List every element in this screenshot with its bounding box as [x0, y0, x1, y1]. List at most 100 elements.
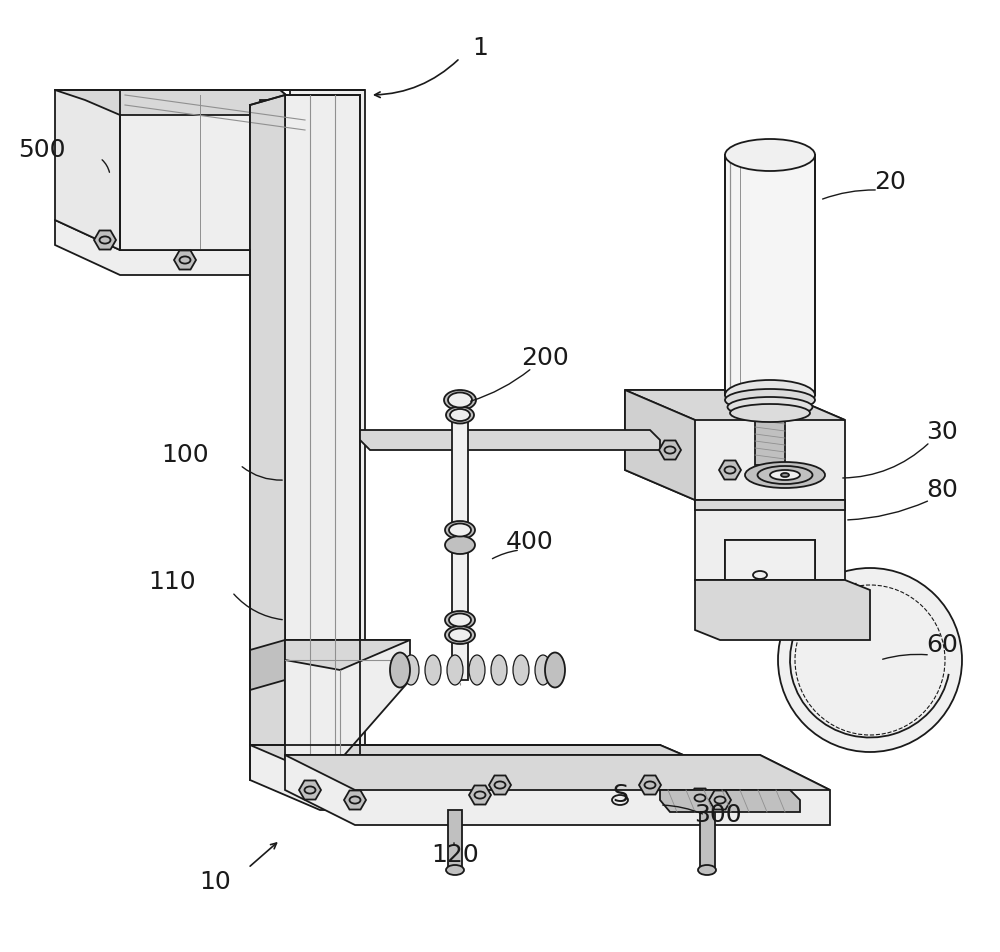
Text: 1: 1 — [472, 36, 488, 60]
Polygon shape — [725, 155, 815, 395]
Polygon shape — [250, 640, 285, 690]
Ellipse shape — [445, 626, 475, 644]
Polygon shape — [55, 220, 310, 275]
Text: S: S — [612, 783, 628, 807]
Ellipse shape — [304, 786, 316, 794]
Polygon shape — [55, 90, 310, 115]
Ellipse shape — [664, 446, 676, 453]
Ellipse shape — [494, 782, 506, 788]
Ellipse shape — [730, 404, 810, 422]
Ellipse shape — [753, 571, 767, 579]
Ellipse shape — [446, 407, 474, 424]
Polygon shape — [695, 500, 845, 510]
Ellipse shape — [100, 236, 110, 244]
Polygon shape — [639, 776, 661, 795]
Ellipse shape — [644, 782, 656, 788]
Polygon shape — [120, 90, 310, 250]
Polygon shape — [290, 90, 365, 760]
Ellipse shape — [513, 655, 529, 685]
Polygon shape — [285, 755, 830, 825]
Polygon shape — [755, 415, 785, 465]
Polygon shape — [625, 390, 695, 500]
Polygon shape — [625, 390, 845, 420]
Ellipse shape — [745, 462, 825, 488]
Text: 400: 400 — [506, 530, 554, 554]
Polygon shape — [174, 250, 196, 269]
Ellipse shape — [350, 797, 360, 803]
Polygon shape — [695, 580, 870, 640]
Text: 500: 500 — [18, 138, 66, 162]
Polygon shape — [260, 100, 290, 760]
Text: 200: 200 — [521, 346, 569, 370]
Polygon shape — [55, 220, 310, 250]
Ellipse shape — [403, 655, 419, 685]
Polygon shape — [55, 90, 120, 250]
Polygon shape — [285, 640, 410, 670]
Polygon shape — [344, 790, 366, 809]
Ellipse shape — [390, 652, 410, 687]
Ellipse shape — [781, 473, 789, 477]
Polygon shape — [709, 790, 731, 809]
Ellipse shape — [545, 652, 565, 687]
Polygon shape — [689, 788, 711, 807]
Ellipse shape — [445, 521, 475, 539]
Polygon shape — [250, 745, 730, 775]
Text: 80: 80 — [926, 478, 958, 502]
Ellipse shape — [447, 655, 463, 685]
Polygon shape — [285, 755, 830, 790]
Polygon shape — [489, 776, 511, 795]
Polygon shape — [250, 95, 285, 755]
Ellipse shape — [725, 380, 815, 410]
Ellipse shape — [446, 865, 464, 875]
Circle shape — [778, 568, 962, 752]
Ellipse shape — [698, 865, 716, 875]
Ellipse shape — [714, 797, 726, 803]
Ellipse shape — [725, 389, 815, 411]
Polygon shape — [94, 230, 116, 249]
Ellipse shape — [728, 397, 812, 417]
Ellipse shape — [449, 613, 471, 626]
Polygon shape — [448, 810, 462, 870]
Text: 30: 30 — [926, 420, 958, 444]
Polygon shape — [700, 810, 715, 870]
Polygon shape — [285, 640, 410, 760]
Ellipse shape — [450, 409, 470, 421]
Text: 60: 60 — [926, 633, 958, 657]
Polygon shape — [719, 461, 741, 480]
Polygon shape — [360, 430, 660, 450]
Polygon shape — [660, 790, 800, 812]
Polygon shape — [250, 745, 730, 810]
Ellipse shape — [535, 655, 551, 685]
Ellipse shape — [725, 139, 815, 171]
Ellipse shape — [694, 794, 706, 802]
Ellipse shape — [475, 791, 486, 799]
Ellipse shape — [444, 390, 476, 410]
Ellipse shape — [448, 392, 472, 407]
Text: 100: 100 — [161, 443, 209, 467]
Polygon shape — [452, 415, 468, 680]
Polygon shape — [469, 785, 491, 804]
Ellipse shape — [770, 470, 800, 480]
Ellipse shape — [758, 466, 812, 484]
Ellipse shape — [469, 655, 485, 685]
Polygon shape — [285, 95, 360, 755]
Ellipse shape — [449, 628, 471, 642]
Polygon shape — [695, 500, 845, 580]
Ellipse shape — [724, 466, 736, 473]
Polygon shape — [625, 390, 845, 500]
Ellipse shape — [445, 536, 475, 554]
Ellipse shape — [612, 795, 628, 805]
Text: 300: 300 — [694, 803, 742, 827]
Text: 110: 110 — [148, 570, 196, 594]
Polygon shape — [725, 540, 815, 580]
Polygon shape — [299, 781, 321, 800]
Ellipse shape — [491, 655, 507, 685]
Ellipse shape — [445, 611, 475, 629]
Text: 10: 10 — [199, 870, 231, 894]
Polygon shape — [659, 441, 681, 460]
Ellipse shape — [180, 256, 190, 264]
Text: 120: 120 — [431, 843, 479, 867]
Ellipse shape — [449, 524, 471, 537]
Text: 20: 20 — [874, 170, 906, 194]
Ellipse shape — [425, 655, 441, 685]
